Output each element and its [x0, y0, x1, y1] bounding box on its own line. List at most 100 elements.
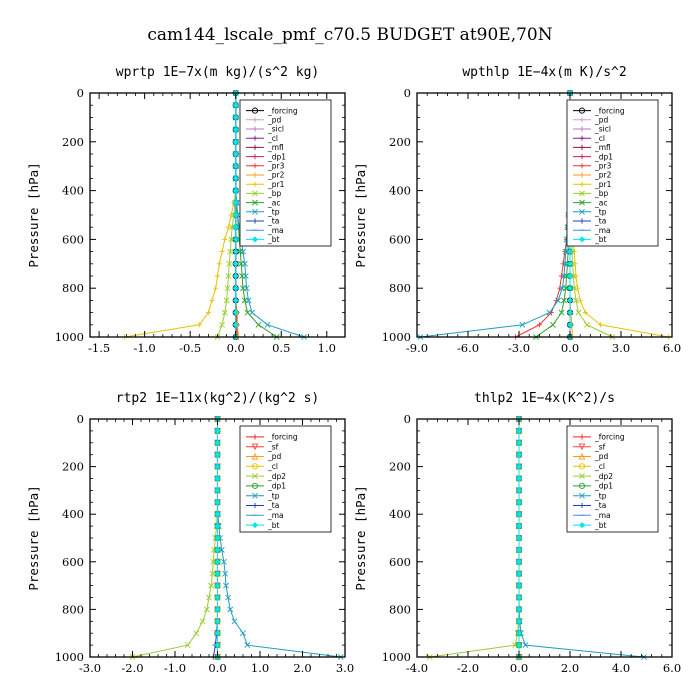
data-point — [203, 606, 210, 613]
legend-marker — [579, 117, 585, 123]
data-point — [522, 642, 529, 649]
legend-label: _forcing — [267, 106, 298, 115]
legend-label: _tp — [267, 491, 280, 500]
x-tick-label: 0.5 — [272, 341, 290, 355]
legend-marker — [251, 463, 259, 470]
legend-marker — [579, 181, 585, 187]
legend-marker — [579, 190, 585, 197]
legend-label: _ta — [267, 501, 279, 510]
y-axis-label: Pressure [hPa] — [26, 162, 41, 267]
data-point — [232, 126, 239, 133]
legend-marker — [578, 107, 586, 114]
legend-marker — [252, 126, 258, 132]
data-point — [232, 236, 239, 243]
data-point — [214, 273, 221, 279]
data-point — [214, 642, 221, 649]
data-point — [566, 260, 574, 267]
legend-label: _cl — [267, 462, 278, 471]
chart-panel-3: rtp2 1E−11x(kg^2)/(kg^2 s) Pressure [hPa]… — [26, 391, 354, 675]
data-point — [515, 546, 523, 553]
data-point — [244, 309, 251, 316]
legend-label: _mfl — [267, 143, 284, 152]
data-point — [223, 297, 230, 304]
legend-marker — [251, 443, 259, 451]
legend-label: _tp — [594, 208, 607, 217]
data-point — [249, 309, 256, 316]
legend-label: _bt — [267, 521, 280, 530]
data-point — [219, 321, 225, 328]
y-tick-label: 0 — [77, 86, 84, 100]
data-point — [229, 224, 235, 231]
data-point — [566, 297, 574, 304]
legend-label: _pr2 — [267, 171, 285, 180]
legend-marker — [251, 107, 259, 114]
data-point — [536, 322, 542, 328]
data-point — [210, 558, 217, 565]
data-point — [214, 487, 221, 494]
legend-marker — [252, 144, 258, 150]
x-tick-label: -2.0 — [457, 661, 479, 675]
legend-label: _pr3 — [594, 162, 612, 171]
legend-marker — [579, 492, 585, 499]
legend-label: _dp2 — [594, 472, 613, 481]
data-point — [206, 594, 212, 601]
data-point — [222, 570, 229, 577]
x-tick-label: -3.0 — [508, 341, 530, 355]
x-tick-label: -6.0 — [457, 341, 479, 355]
x-tick-label: -4.0 — [406, 661, 428, 675]
y-tick-label: 800 — [389, 602, 411, 616]
legend-marker — [251, 236, 259, 243]
chart-panel-4: thlp2 1E−4x(K^2)/s Pressure [hPa] -4.0 -2.0… — [353, 391, 681, 675]
legend-label: _dp1 — [267, 152, 286, 161]
data-point — [237, 248, 244, 255]
series-line — [535, 93, 571, 338]
data-point — [571, 285, 578, 292]
legend: _forcing_pd_sicl_cl_mfl_dp1_pr3_pr2_pr1_… — [239, 99, 332, 247]
legend-marker — [579, 473, 585, 480]
data-point — [255, 321, 262, 328]
data-point — [241, 260, 248, 267]
data-point — [570, 273, 577, 279]
legend-label: _dp2 — [267, 472, 286, 481]
data-point — [214, 570, 221, 577]
data-point — [232, 187, 239, 194]
legend-marker — [252, 434, 258, 440]
legend-label: _sicl — [267, 125, 284, 134]
y-tick-label: 400 — [389, 507, 411, 521]
data-point — [214, 451, 221, 458]
legend-marker — [252, 117, 258, 123]
data-point — [199, 618, 206, 625]
legend-marker — [578, 522, 586, 529]
data-point — [214, 630, 221, 637]
data-point — [214, 427, 221, 434]
legend-box — [566, 99, 659, 247]
data-point — [216, 261, 222, 267]
data-point — [242, 273, 249, 279]
data-point — [232, 285, 239, 292]
figure-title: cam144_lscale_pmf_c70.5 BUDGET at90E,70N — [147, 25, 552, 45]
data-point — [214, 499, 221, 506]
data-point — [225, 594, 232, 601]
legend-label: _ma — [594, 511, 611, 520]
x-tick-label: 0.0 — [208, 661, 226, 675]
data-point — [232, 321, 239, 328]
legend-label: _forcing — [594, 106, 625, 115]
y-axis-label: Pressure [hPa] — [26, 485, 41, 590]
data-point — [226, 260, 233, 267]
data-point — [573, 273, 579, 279]
legend-marker — [579, 199, 585, 206]
data-point — [231, 618, 238, 625]
legend-marker — [251, 452, 259, 460]
data-point — [222, 236, 228, 242]
data-point — [208, 582, 215, 589]
data-point — [227, 248, 234, 255]
data-point — [577, 297, 583, 303]
data-point — [515, 642, 523, 649]
y-tick-label: 200 — [389, 460, 411, 474]
data-point — [515, 523, 523, 530]
legend-marker — [579, 208, 585, 215]
chart-panel-2: wpthlp 1E−4x(m K)/s^2 Pressure [hPa] -9.0 -… — [353, 65, 681, 355]
data-point — [573, 297, 579, 304]
x-tick-label: 2.0 — [293, 661, 311, 675]
legend-label: _pd — [267, 116, 282, 125]
